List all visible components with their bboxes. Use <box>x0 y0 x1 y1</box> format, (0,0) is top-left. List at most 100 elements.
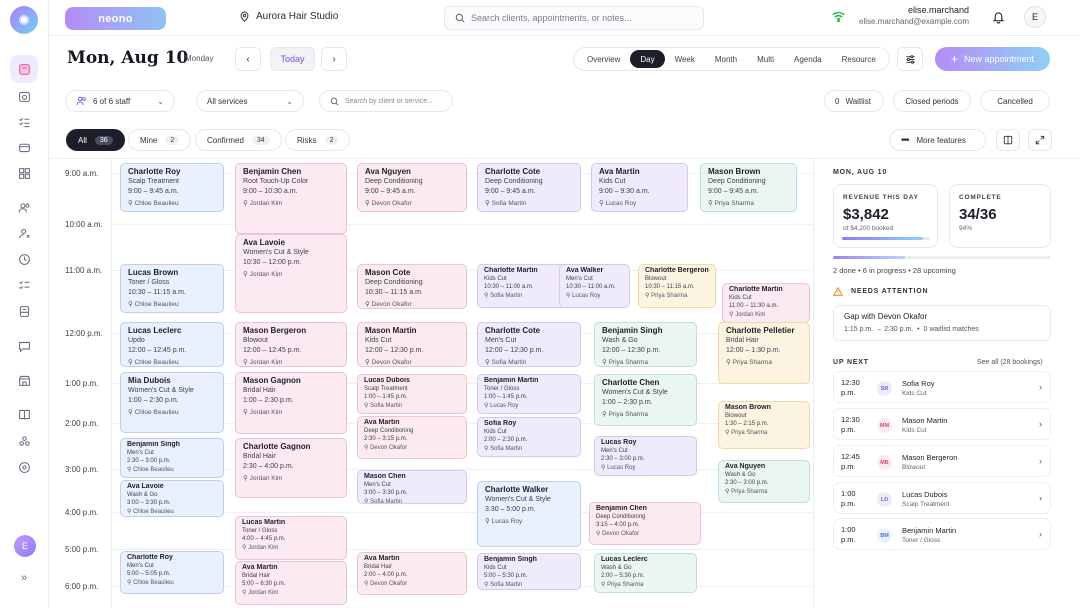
appointment-block[interactable]: Ava Lavoie Wash & Go 3:00 – 3:30 p.m. ⚲ Chl… <box>120 480 224 517</box>
integrations-icon[interactable] <box>15 432 33 450</box>
appointment-block[interactable]: Benjamin Martin Toner / Gloss 1:00 – 1:45 … <box>477 374 581 414</box>
columns-icon[interactable] <box>996 129 1020 151</box>
see-all-link[interactable]: See all (28 bookings) <box>977 359 1043 366</box>
tab-resource[interactable]: Resource <box>841 54 876 64</box>
appointment-block[interactable]: Charlotte Bergeron Blowout 10:30 – 11:15 a… <box>638 264 716 308</box>
next-day-button[interactable]: › <box>321 47 347 71</box>
appointment-block[interactable]: Mia Dubois Women's Cut & Style 1:00 – 2:30… <box>120 372 224 433</box>
appointment-block[interactable]: Lucas Martin Toner / Gloss 4:00 – 4:45 p.m… <box>235 516 347 560</box>
waitlist-button[interactable]: 0 Waitlist <box>824 90 884 112</box>
appointment-block[interactable]: Benjamin Chen Root Touch-Up Color 9:00 – 1… <box>235 163 347 234</box>
rail-avatar[interactable]: E <box>14 535 36 557</box>
chip-risks[interactable]: Risks 2 <box>285 129 351 151</box>
schedule-icon[interactable] <box>15 87 33 105</box>
up-next-item[interactable]: 12:30 p.m. SR Sofia Roy Kids Cut › <box>833 371 1051 403</box>
appointment-block[interactable]: Ava Martin Deep Conditioning 2:30 – 3:15 p… <box>357 416 467 459</box>
calendar-nav-icon[interactable] <box>10 55 38 83</box>
appointment-block[interactable]: Ava Nguyen Wash & Go 2:30 – 3:00 p.m. ⚲ Pri… <box>718 460 810 503</box>
book-icon[interactable] <box>15 405 33 423</box>
inventory-icon[interactable] <box>15 302 33 320</box>
today-button[interactable]: Today <box>270 47 315 71</box>
appointment-block[interactable]: Benjamin Singh Wash & Go 12:00 – 12:30 p.m… <box>594 322 697 367</box>
appointment-block[interactable]: Mason Martin Kids Cut 12:00 – 12:30 p.m. ⚲ … <box>357 322 467 367</box>
appointment-block[interactable]: Ava Walker Men's Cut 10:30 – 11:00 a.m. ⚲ L… <box>559 264 630 308</box>
checklist-icon[interactable] <box>15 276 33 294</box>
appointment-block[interactable]: Lucas Roy Men's Cut 2:30 – 3:00 p.m. ⚲ Luca… <box>594 436 697 476</box>
gap-alert-card[interactable]: Gap with Devon Okafor 1:15 p.m. → 2:30 p… <box>833 305 1051 341</box>
clients-icon[interactable] <box>15 198 33 216</box>
appointment-block[interactable]: Sofia Roy Kids Cut 2:00 – 2:30 p.m. ⚲ Sofia… <box>477 417 581 457</box>
tab-overview[interactable]: Overview <box>587 54 621 64</box>
appointment-block[interactable]: Mason Gagnon Bridal Hair 1:00 – 2:30 p.m. ⚲… <box>235 372 347 434</box>
sliders-icon[interactable] <box>897 47 923 71</box>
fullscreen-icon[interactable] <box>1028 129 1052 151</box>
bell-icon[interactable] <box>992 10 1005 26</box>
appointment-block[interactable]: Charlotte Chen Women's Cut & Style 1:00 – … <box>594 374 697 426</box>
appointment-time: 1:00 – 2:30 p.m. <box>128 397 179 404</box>
appointment-block[interactable]: Mason Bergeron Blowout 12:00 – 12:45 p.m. ⚲… <box>235 322 347 367</box>
staff-filter[interactable]: 6 of 6 staff ⌄ <box>65 90 175 112</box>
up-next-item[interactable]: 12:30 p.m. MM Mason Martin Kids Cut › <box>833 408 1051 440</box>
complete-value: 34/36 <box>959 206 997 223</box>
appointment-staff: ⚲ Sofia Martin <box>485 358 573 366</box>
up-next-item[interactable]: 12:45 p.m. MB Mason Bergeron Blowout › <box>833 445 1051 477</box>
staff-icon[interactable] <box>15 224 33 242</box>
up-next-item[interactable]: 1:00 p.m. LD Lucas Dubois Scalp Treatment › <box>833 482 1051 514</box>
tab-week[interactable]: Week <box>674 54 695 64</box>
tab-day[interactable]: Day <box>630 50 665 68</box>
appointment-block[interactable]: Charlotte Martin Kids Cut 11:00 – 11:30 a.… <box>722 283 810 323</box>
appointment-search-input[interactable]: Search by client or service... <box>319 90 453 112</box>
store-icon[interactable] <box>15 371 33 389</box>
filter-bar: 6 of 6 staff ⌄ All services ⌄ Search by … <box>49 82 1080 122</box>
brand-logo[interactable]: neono <box>65 7 166 30</box>
appointment-block[interactable]: Charlotte Cote Men's Cut 12:00 – 12:30 p.m… <box>477 322 581 367</box>
apps-grid-icon[interactable] <box>15 164 33 182</box>
appointment-block[interactable]: Charlotte Gagnon Bridal Hair 2:30 – 4:00 p… <box>235 438 347 498</box>
more-features-button[interactable]: ••• More features <box>889 129 986 151</box>
cancelled-button[interactable]: Cancelled <box>980 90 1050 112</box>
app-logo-icon[interactable]: ✺ <box>10 6 38 34</box>
location-selector[interactable]: Aurora Hair Studio <box>239 11 338 22</box>
global-search[interactable]: Search clients, appointments, or notes..… <box>444 6 704 30</box>
tab-agenda[interactable]: Agenda <box>794 54 822 64</box>
appointment-block[interactable]: Charlotte Roy Scalp Treatment 9:00 – 9:45 … <box>120 163 224 212</box>
appointment-block[interactable]: Ava Nguyen Deep Conditioning 9:00 – 9:45 a… <box>357 163 467 212</box>
appointment-block[interactable]: Lucas Leclerc Wash & Go 2:00 – 5:30 p.m. ⚲ … <box>594 553 697 593</box>
appointment-block[interactable]: Mason Brown Deep Conditioning 9:00 – 9:45 … <box>700 163 797 212</box>
appointment-block[interactable]: Benjamin Singh Kids Cut 5:00 – 5:30 p.m. ⚲ … <box>477 553 581 590</box>
chip-all[interactable]: All 36 <box>66 129 125 151</box>
appointment-block[interactable]: Ava Martin Bridal Hair 5:00 – 6:30 p.m. ⚲ J… <box>235 561 347 605</box>
appointment-block[interactable]: Lucas Brown Toner / Gloss 10:30 – 11:15 a.… <box>120 264 224 313</box>
appointment-block[interactable]: Charlotte Walker Women's Cut & Style 3:30 … <box>477 481 581 547</box>
payments-icon[interactable] <box>15 138 33 156</box>
appointment-block[interactable]: Charlotte Roy Men's Cut 5:00 – 5:05 p.m. ⚲ … <box>120 551 224 594</box>
new-appointment-button[interactable]: + New appointment <box>935 47 1050 71</box>
appointment-block[interactable]: Ava Lavoie Women's Cut & Style 10:30 – 12:… <box>235 234 347 313</box>
appointment-block[interactable]: Mason Cote Deep Conditioning 10:30 – 11:15… <box>357 264 467 309</box>
services-filter[interactable]: All services ⌄ <box>196 90 304 112</box>
appointment-block[interactable]: Charlotte Pelletier Bridal Hair 12:00 – 1:… <box>718 322 810 384</box>
prev-day-button[interactable]: ‹ <box>235 47 261 71</box>
appointment-block[interactable]: Lucas Leclerc Updo 12:00 – 12:45 p.m. ⚲ Chl… <box>120 322 224 367</box>
tasks-icon[interactable] <box>15 113 33 131</box>
expand-rail-icon[interactable]: » <box>20 572 28 584</box>
clock-icon[interactable] <box>15 250 33 268</box>
chip-confirmed[interactable]: Confirmed 34 <box>195 129 282 151</box>
closed-periods-button[interactable]: Closed periods <box>893 90 971 112</box>
appointment-block[interactable]: Lucas Dubois Scalp Treatment 1:00 – 1:45 p… <box>357 374 467 414</box>
appointment-block[interactable]: Benjamin Singh Men's Cut 2:30 – 3:00 p.m. ⚲… <box>120 438 224 478</box>
user-info[interactable]: elise.marchand elise.marchand@example.co… <box>859 5 969 27</box>
tab-month[interactable]: Month <box>714 54 738 64</box>
appointment-block[interactable]: Charlotte Cote Deep Conditioning 9:00 – 9:… <box>477 163 581 212</box>
appointment-block[interactable]: Ava Martin Kids Cut 9:00 – 9:30 a.m. ⚲ Luca… <box>591 163 688 212</box>
appointment-block[interactable]: Mason Brown Blowout 1:30 – 2:15 p.m. ⚲ Priy… <box>718 401 810 449</box>
user-avatar[interactable]: E <box>1024 6 1046 28</box>
chip-mine[interactable]: Mine 2 <box>128 129 192 151</box>
tab-multi[interactable]: Multi <box>757 54 775 64</box>
help-icon[interactable] <box>15 458 33 476</box>
up-next-item[interactable]: 1:00 p.m. BM Benjamin Martin Toner / Gloss › <box>833 518 1051 550</box>
messages-icon[interactable] <box>15 337 33 355</box>
appointment-block[interactable]: Mason Chen Men's Cut 3:00 – 3:30 p.m. ⚲ Sof… <box>357 470 467 504</box>
appointment-block[interactable]: Benjamin Chen Deep Conditioning 3:15 – 4:0… <box>589 502 701 545</box>
appointment-block[interactable]: Ava Martin Bridal Hair 2:00 – 4:00 p.m. ⚲ D… <box>357 552 467 595</box>
